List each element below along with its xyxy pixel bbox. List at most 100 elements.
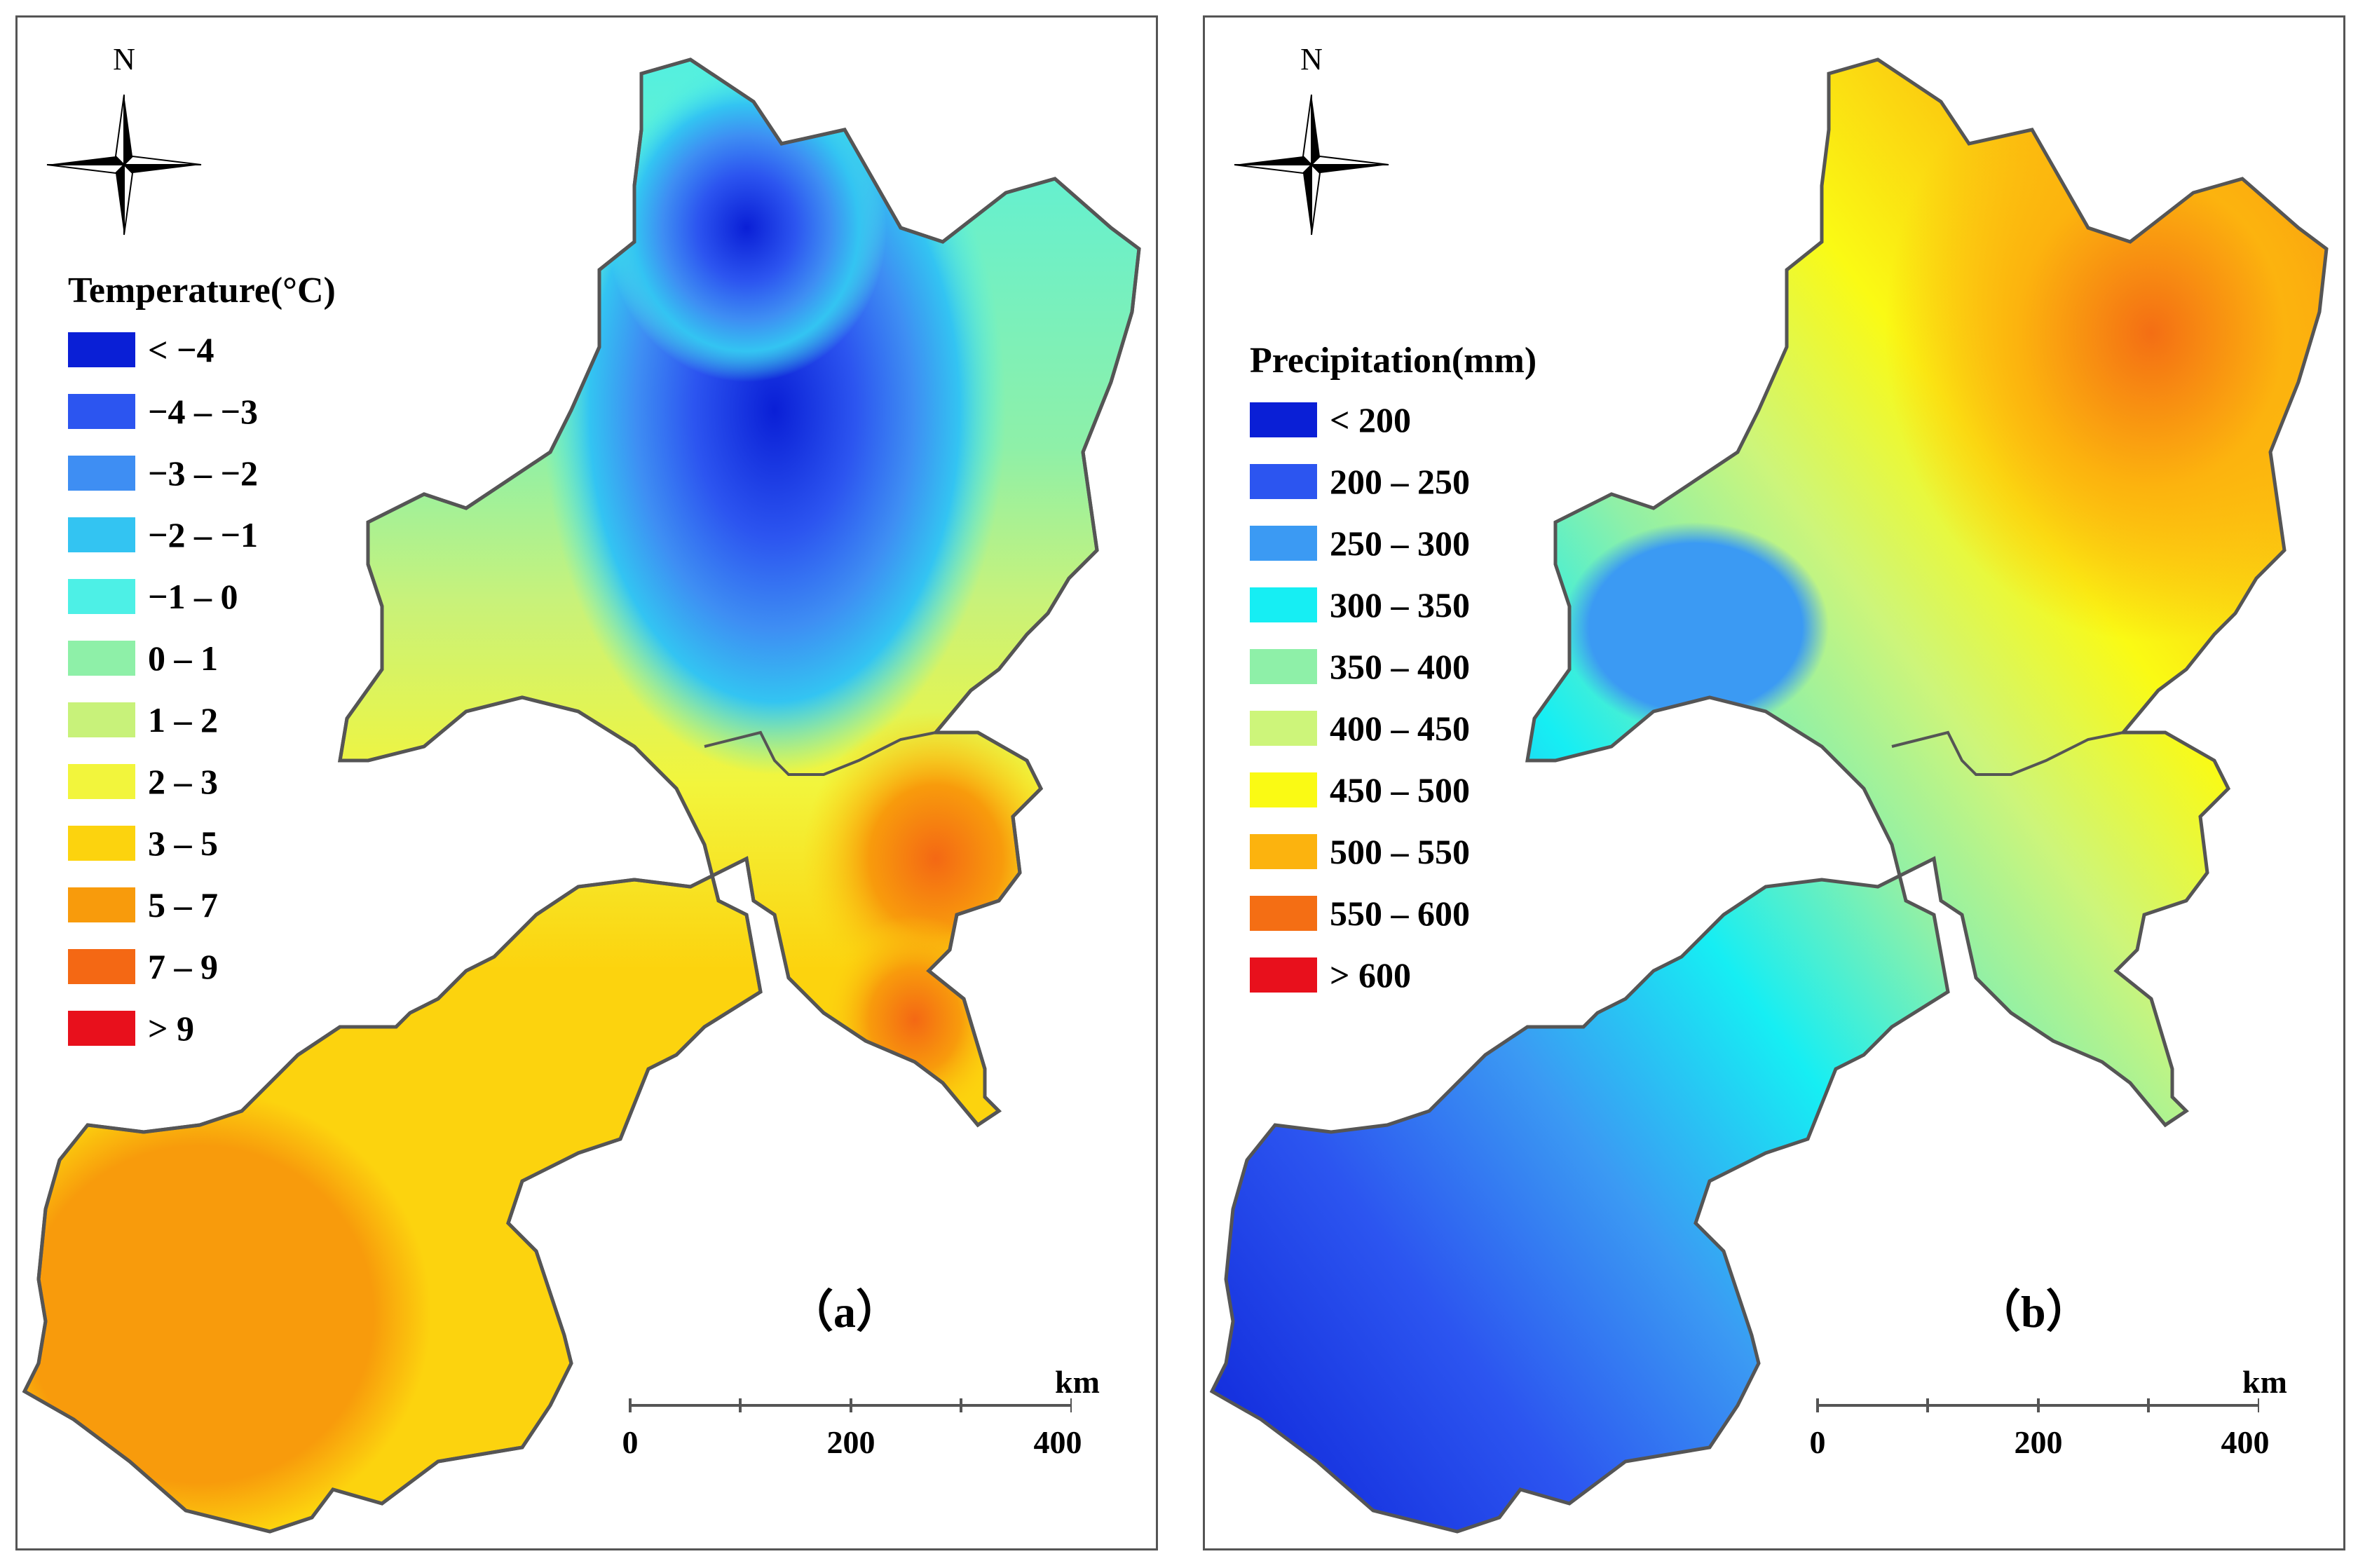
north-label: N xyxy=(1300,42,1323,76)
legend-item: −3 – −2 xyxy=(68,453,336,493)
temperature-legend: Temperature(°C) < −4 −4 – −3 −3 – −2 −2 – −… xyxy=(68,270,336,1070)
legend-label: > 9 xyxy=(148,1009,194,1048)
compass-icon xyxy=(1234,94,1389,236)
legend-swatch xyxy=(1250,526,1317,561)
province-boundary-south xyxy=(1933,858,1963,916)
legend-label: 350 – 400 xyxy=(1330,647,1470,686)
temperature-cold-core xyxy=(606,74,887,382)
legend-swatch xyxy=(68,394,135,429)
precipitation-dry-west xyxy=(1562,522,1829,732)
legend-label: 5 – 7 xyxy=(148,885,218,925)
legend-item: > 600 xyxy=(1250,955,1536,995)
legend-item: 400 – 450 xyxy=(1250,708,1536,749)
legend-swatch xyxy=(68,456,135,491)
legend-item: 250 – 300 xyxy=(1250,523,1536,564)
legend-item: 500 – 550 xyxy=(1250,831,1536,872)
scale-bar: km 0 200 400 xyxy=(609,1364,1100,1475)
scale-bar-line xyxy=(629,1398,1072,1412)
legend-swatch xyxy=(1250,587,1317,622)
north-arrow xyxy=(40,81,208,249)
legend-item: 2 – 3 xyxy=(68,761,336,802)
legend-title: Precipitation(mm) xyxy=(1250,341,1537,381)
legend-swatch xyxy=(1250,772,1317,807)
legend-item: 350 – 400 xyxy=(1250,646,1536,687)
legend-label: 550 – 600 xyxy=(1330,894,1470,933)
legend-item: > 9 xyxy=(68,1008,336,1049)
scale-tick-400: 400 xyxy=(2221,1424,2270,1460)
legend-item: 3 – 5 xyxy=(68,823,336,864)
scale-bar-line xyxy=(1816,1398,2259,1412)
scale-unit: km xyxy=(1055,1364,1100,1400)
legend-items: < −4 −4 – −3 −3 – −2 −2 – −1 −1 – 0 0 – 1 1 – … xyxy=(68,329,336,1049)
legend-swatch xyxy=(68,764,135,799)
legend-label: 1 – 2 xyxy=(148,700,218,739)
legend-item: < 200 xyxy=(1250,400,1536,440)
legend-item: 200 – 250 xyxy=(1250,461,1536,502)
legend-swatch xyxy=(68,887,135,922)
province-boundary-north xyxy=(1891,730,2124,776)
precipitation-map-panel: N Precipitation(mm) < 200 200 – 250 250 – … xyxy=(1203,15,2345,1550)
temperature-map-panel: N Temperature(°C) < −4 −4 – −3 −3 – −2 −2 –… xyxy=(15,15,1158,1550)
legend-item: 7 – 9 xyxy=(68,946,336,987)
legend-swatch xyxy=(68,1011,135,1046)
legend-item: −1 – 0 xyxy=(68,576,336,617)
legend-label: 450 – 500 xyxy=(1330,770,1470,810)
scale-unit: km xyxy=(2242,1364,2287,1400)
legend-swatch xyxy=(1250,834,1317,869)
north-arrow xyxy=(1227,81,1396,249)
region-outline xyxy=(1209,57,2329,1534)
region-outline xyxy=(22,57,1141,1534)
legend-label: 250 – 300 xyxy=(1330,524,1470,563)
scale-tick-200: 200 xyxy=(826,1424,875,1460)
legend-title: Temperature(°C) xyxy=(68,271,336,311)
legend-item: 0 – 1 xyxy=(68,638,336,679)
legend-item: −2 – −1 xyxy=(68,514,336,555)
legend-label: −2 – −1 xyxy=(148,515,258,554)
legend-label: −3 – −2 xyxy=(148,454,258,493)
legend-swatch xyxy=(68,579,135,614)
legend-swatch xyxy=(1250,649,1317,684)
legend-label: 500 – 550 xyxy=(1330,832,1470,871)
scale-tick-200: 200 xyxy=(2014,1424,2063,1460)
province-boundary-south xyxy=(745,858,776,916)
legend-swatch xyxy=(1250,464,1317,499)
scale-tick-0: 0 xyxy=(1809,1424,1826,1460)
panel-label: （b） xyxy=(1976,1287,2091,1337)
legend-swatch xyxy=(1250,896,1317,931)
legend-swatch xyxy=(1250,402,1317,437)
legend-label: −1 – 0 xyxy=(148,577,238,616)
precipitation-map xyxy=(1209,57,2329,1534)
legend-items: < 200 200 – 250 250 – 300 300 – 350 350 – 40… xyxy=(1250,400,1536,995)
legend-item: 5 – 7 xyxy=(68,885,336,925)
legend-swatch xyxy=(68,332,135,367)
legend-item: 450 – 500 xyxy=(1250,770,1536,810)
legend-swatch xyxy=(1250,957,1317,993)
legend-label: 7 – 9 xyxy=(148,947,218,986)
precipitation-legend: Precipitation(mm) < 200 200 – 250 250 – 30… xyxy=(1250,340,1536,1016)
legend-swatch xyxy=(68,949,135,984)
temperature-warm-southeast xyxy=(824,915,1006,1125)
legend-label: 200 – 250 xyxy=(1330,462,1470,501)
legend-item: 1 – 2 xyxy=(68,700,336,740)
compass-icon xyxy=(46,94,202,236)
legend-swatch xyxy=(1250,711,1317,746)
legend-item: −4 – −3 xyxy=(68,391,336,432)
north-label: N xyxy=(113,42,135,76)
scale-tick-0: 0 xyxy=(622,1424,639,1460)
legend-label: < −4 xyxy=(148,330,214,369)
scale-bar: km 0 200 400 xyxy=(1797,1364,2287,1475)
legend-swatch xyxy=(68,517,135,552)
legend-swatch xyxy=(68,826,135,861)
legend-swatch xyxy=(68,702,135,737)
temperature-map xyxy=(22,57,1141,1534)
legend-label: 3 – 5 xyxy=(148,824,218,863)
province-boundary-north xyxy=(704,730,936,776)
legend-label: > 600 xyxy=(1330,955,1411,995)
legend-label: 300 – 350 xyxy=(1330,585,1470,625)
legend-item: < −4 xyxy=(68,329,336,370)
legend-label: 2 – 3 xyxy=(148,762,218,801)
legend-label: 400 – 450 xyxy=(1330,709,1470,748)
scale-tick-400: 400 xyxy=(1033,1424,1082,1460)
legend-item: 300 – 350 xyxy=(1250,585,1536,625)
legend-label: −4 – −3 xyxy=(148,392,258,431)
